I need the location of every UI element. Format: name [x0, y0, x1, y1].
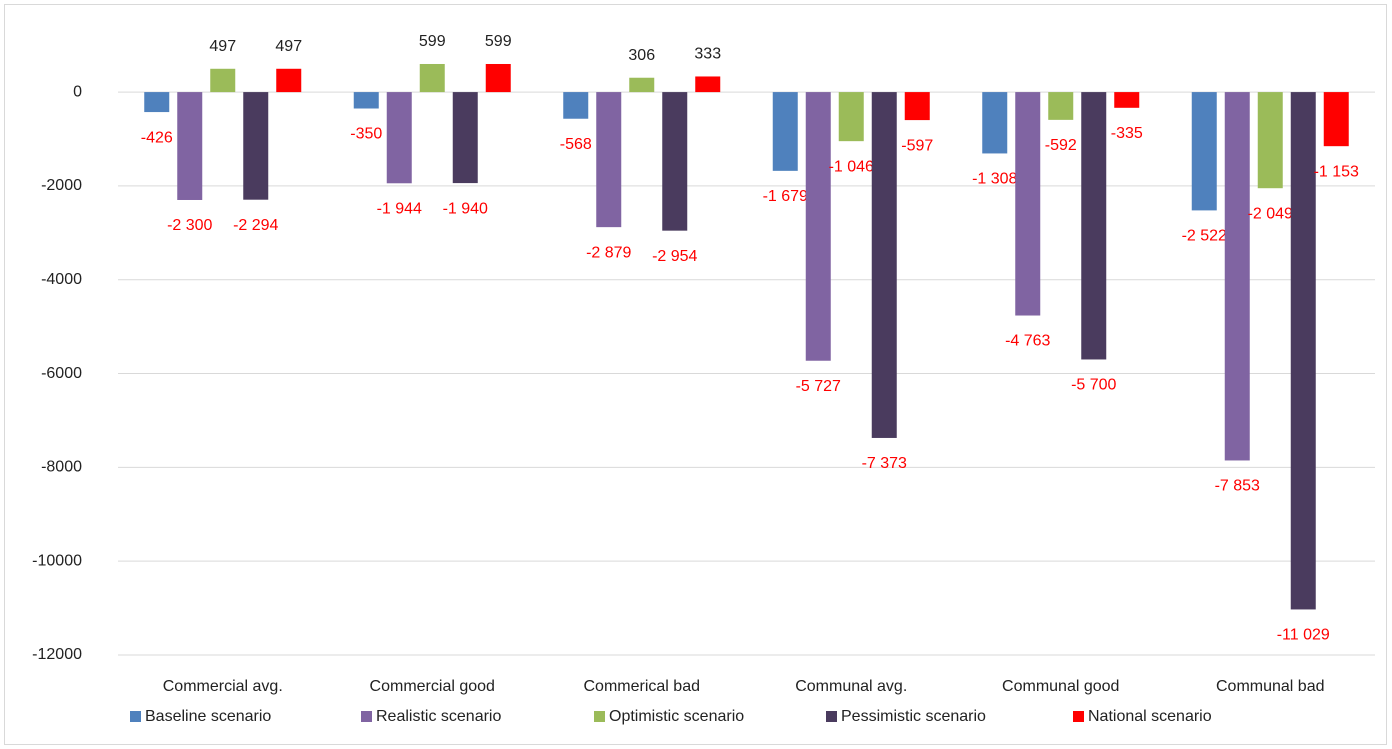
data-label: -7 853	[1215, 478, 1260, 495]
data-label: -2 954	[652, 248, 697, 265]
legend-label: Pessimistic scenario	[841, 708, 986, 725]
bar	[1081, 92, 1107, 360]
data-label: -7 373	[862, 455, 907, 472]
bar	[695, 76, 721, 93]
data-label: -2 300	[167, 217, 212, 234]
data-label: -1 940	[443, 200, 488, 217]
bar	[629, 77, 655, 93]
bar	[871, 92, 897, 438]
data-label: -2 049	[1248, 205, 1293, 222]
bar	[982, 92, 1008, 154]
data-label: -1 679	[763, 188, 808, 205]
data-label: -2 879	[586, 244, 631, 261]
data-label: 333	[694, 46, 721, 63]
bar	[1191, 92, 1217, 211]
bar	[596, 92, 622, 228]
bar	[144, 92, 170, 113]
data-label: -1 046	[829, 158, 874, 175]
legend-swatch	[1073, 711, 1084, 722]
bar	[1048, 92, 1074, 120]
x-tick-label: Communal avg.	[795, 678, 907, 695]
bar	[386, 92, 412, 184]
data-label: -2 522	[1182, 228, 1227, 245]
bar	[904, 92, 930, 121]
y-tick-label: -2000	[41, 177, 82, 194]
data-label: -4 763	[1005, 333, 1050, 350]
legend-swatch	[594, 711, 605, 722]
y-tick-label: -12000	[32, 646, 82, 663]
data-label: -5 727	[796, 378, 841, 395]
data-label: 497	[275, 38, 302, 55]
x-tick-label: Communal bad	[1216, 678, 1325, 695]
data-label: -1 944	[377, 201, 422, 218]
legend-label: Optimistic scenario	[609, 708, 744, 725]
y-tick-label: 0	[73, 83, 82, 100]
data-label: 599	[485, 33, 512, 50]
bar	[452, 92, 478, 184]
legend-swatch	[826, 711, 837, 722]
x-tick-label: Commercial avg.	[163, 678, 283, 695]
bar	[485, 63, 511, 93]
y-tick-label: -8000	[41, 459, 82, 476]
data-label: -350	[350, 126, 382, 143]
bar	[276, 68, 302, 93]
legend-swatch	[130, 711, 141, 722]
data-label: -597	[901, 137, 933, 154]
legend-swatch	[361, 711, 372, 722]
bar	[772, 92, 798, 171]
bar	[210, 68, 236, 93]
data-label: 497	[209, 38, 236, 55]
data-label: -1 308	[972, 171, 1017, 188]
data-label: 306	[628, 47, 655, 64]
data-label: -1 153	[1314, 163, 1359, 180]
bar	[1257, 92, 1283, 189]
data-label: -568	[560, 136, 592, 153]
y-tick-label: -4000	[41, 271, 82, 288]
x-tick-label: Commercial good	[370, 678, 495, 695]
bar	[1323, 92, 1349, 147]
bar	[419, 63, 445, 93]
y-tick-label: -6000	[41, 365, 82, 382]
legend-label: Baseline scenario	[145, 708, 271, 725]
bar	[1114, 92, 1140, 108]
data-label: -11 029	[1277, 627, 1330, 644]
bar	[563, 92, 589, 119]
bar	[838, 92, 864, 142]
x-tick-label: Commerical bad	[584, 678, 700, 695]
bar	[805, 92, 831, 361]
legend-label: Realistic scenario	[376, 708, 501, 725]
y-tick-label: -10000	[32, 552, 82, 569]
bar	[1290, 92, 1316, 610]
legend-label: National scenario	[1088, 708, 1212, 725]
chart-frame	[4, 4, 1387, 745]
x-tick-label: Communal good	[1002, 678, 1119, 695]
bar	[1015, 92, 1041, 316]
bar	[353, 92, 379, 109]
bar	[243, 92, 269, 200]
data-label: -335	[1111, 125, 1143, 142]
data-label: -426	[141, 129, 173, 146]
bar	[1224, 92, 1250, 461]
data-label: -592	[1045, 137, 1077, 154]
bar	[662, 92, 688, 231]
data-label: -2 294	[233, 217, 278, 234]
bar	[177, 92, 203, 200]
data-label: 599	[419, 33, 446, 50]
data-label: -5 700	[1071, 377, 1116, 394]
